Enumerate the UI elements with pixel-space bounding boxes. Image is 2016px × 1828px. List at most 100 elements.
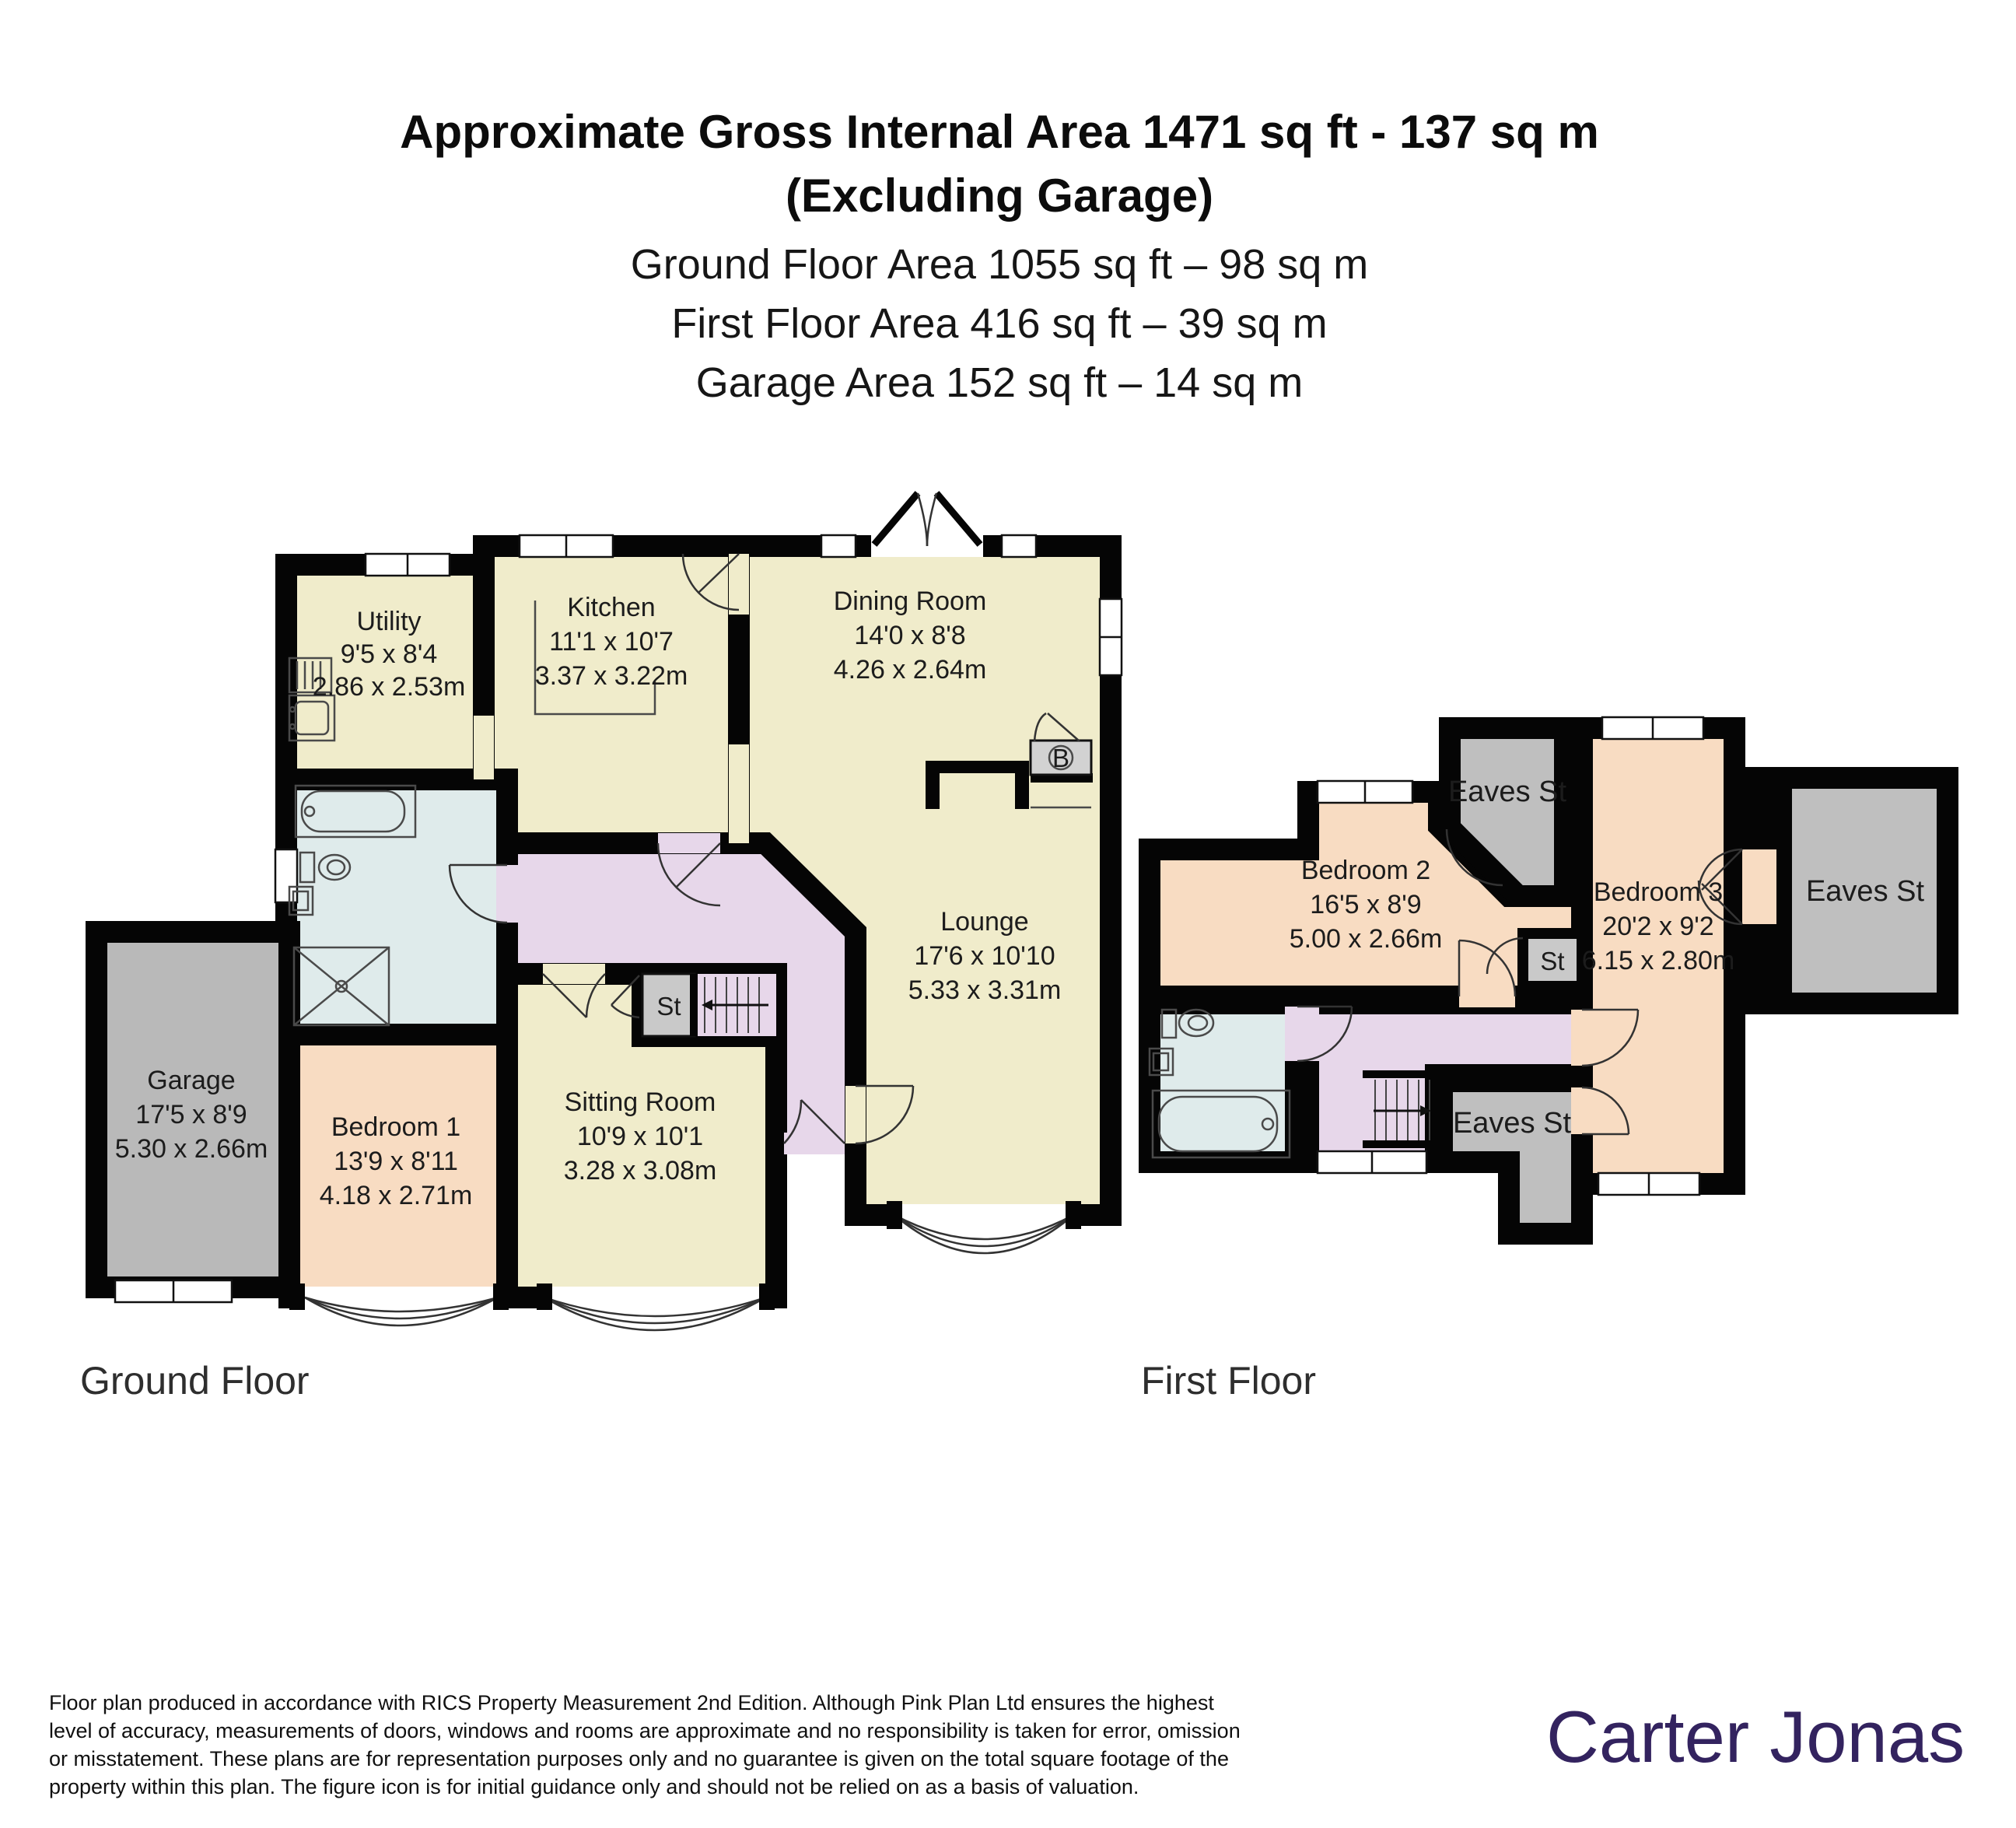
disclaimer-line-4: property within this plan. The figure ic… [49, 1775, 1139, 1798]
opening-kitchen-dining [729, 554, 749, 615]
title-garage-area: Garage Area 152 sq ft – 14 sq m [696, 359, 1303, 406]
svg-text:17'6 x 10'10: 17'6 x 10'10 [914, 941, 1055, 971]
boiler-door-arc-icon [1033, 712, 1047, 742]
disclaimer-line-3: or misstatement. These plans are for rep… [49, 1747, 1229, 1770]
labels-ff: Bedroom 2 16'5 x 8'9 5.00 x 2.66m Bedroo… [1290, 776, 1925, 1140]
opening-kitchen-open [729, 744, 749, 843]
svg-text:6.15 x 2.80m: 6.15 x 2.80m [1582, 946, 1735, 975]
boiler-label: B [1052, 744, 1069, 772]
boiler-door-leaf [1047, 713, 1080, 742]
opening-kitchen-hall [658, 833, 720, 853]
room-store-gf [641, 972, 696, 1038]
eaves-right-wall-lower [1742, 924, 1776, 1014]
utility-fixtures [288, 657, 336, 742]
ground-floor-caption: Ground Floor [80, 1359, 310, 1403]
first-floor-caption: First Floor [1141, 1359, 1316, 1403]
bath-tap-icon [303, 805, 316, 818]
svg-text:5.33 x 3.31m: 5.33 x 3.31m [908, 975, 1062, 1005]
sink-ff-icon [1148, 1047, 1174, 1077]
label-eaves-top: Eaves St [1448, 776, 1567, 808]
svg-text:5.00 x 2.66m: 5.00 x 2.66m [1290, 924, 1443, 954]
opening-bedroom2 [1459, 986, 1515, 1007]
eaves-right-wall-upper [1742, 767, 1776, 849]
opening-eaves-bottom [1571, 1087, 1593, 1134]
stairs-store-divider [690, 974, 698, 1036]
opening-bathroom-ff [1285, 1007, 1319, 1061]
room-eaves-top [1439, 717, 1576, 907]
windows-gf [114, 534, 1123, 1304]
svg-text:14'0 x 8'8: 14'0 x 8'8 [854, 621, 965, 650]
svg-text:5.30 x 2.66m: 5.30 x 2.66m [115, 1134, 268, 1164]
bathroom-gf-fixtures [288, 784, 417, 1027]
stairs-gf [702, 977, 768, 1033]
svg-text:9'5 x 8'4: 9'5 x 8'4 [341, 639, 438, 669]
bath-icon [294, 784, 417, 839]
ground-floor-plan: B [86, 491, 1123, 1332]
disclaimer-line-1: Floor plan produced in accordance with R… [49, 1691, 1214, 1714]
bath-ff-tub-icon [1157, 1095, 1279, 1153]
toilet-ff-icon [1178, 1008, 1215, 1038]
svg-text:4.18 x 2.71m: 4.18 x 2.71m [320, 1181, 473, 1210]
shower-icon [292, 946, 390, 1027]
label-store-gf: St [656, 992, 681, 1021]
label-garage: Garage [147, 1066, 235, 1095]
label-eaves-right: Eaves St [1806, 875, 1925, 908]
chimney-stub-left [926, 761, 940, 809]
chimney-stub-right [1015, 761, 1029, 809]
bay-windows-gf [289, 1201, 1081, 1332]
chimney-wall [926, 761, 1023, 773]
label-store-ff: St [1540, 947, 1564, 975]
svg-text:4.26 x 2.64m: 4.26 x 2.64m [834, 655, 987, 685]
bath-ff-tap-icon [1261, 1117, 1275, 1131]
title-gross-area: Approximate Gross Internal Area 1471 sq … [400, 106, 1599, 158]
label-kitchen: Kitchen [567, 593, 655, 622]
windows-ff [1316, 716, 1705, 1196]
opening-utility-kitchen [474, 716, 494, 779]
opening-lounge [845, 1086, 866, 1143]
label-eaves-bottom: Eaves St [1453, 1107, 1572, 1140]
footer: Floor plan produced in accordance with R… [49, 1691, 1965, 1798]
svg-text:13'9 x 8'11: 13'9 x 8'11 [334, 1147, 458, 1176]
utility-sink-icon [288, 694, 336, 742]
title-first-area: First Floor Area 416 sq ft – 39 sq m [671, 300, 1327, 347]
bath-tub-icon [300, 790, 406, 833]
toilet-tank-ff-icon [1160, 1008, 1178, 1039]
label-dining: Dining Room [834, 587, 987, 616]
kitchen-counter-line [534, 601, 656, 716]
label-utility: Utility [356, 607, 421, 636]
carter-jonas-logo: Carter Jonas [1546, 1696, 1965, 1777]
disclaimer-line-2: level of accuracy, measurements of doors… [49, 1719, 1241, 1742]
door-arcs-ff [1297, 828, 1743, 1136]
toilet-tank-icon [299, 851, 316, 884]
french-doors [871, 491, 983, 557]
svg-text:16'5 x 8'9: 16'5 x 8'9 [1310, 890, 1421, 919]
room-bedroom3 [1571, 717, 1745, 1195]
bath-ff-icon [1151, 1089, 1291, 1159]
label-bedroom1: Bedroom 1 [331, 1112, 460, 1142]
labels-gf: Utility 9'5 x 8'4 2.86 x 2.53m Kitchen 1… [115, 587, 1062, 1210]
svg-text:20'2 x 9'2: 20'2 x 9'2 [1602, 912, 1713, 941]
label-sitting: Sitting Room [565, 1087, 716, 1117]
room-eaves-bottom [1431, 1070, 1593, 1245]
opening-front-door [784, 1133, 845, 1154]
label-lounge: Lounge [940, 907, 1028, 937]
title-ground-area: Ground Floor Area 1055 sq ft – 98 sq m [631, 241, 1369, 288]
sink-icon [288, 885, 314, 916]
opening-eaves-right [1742, 849, 1776, 924]
title-excluding: (Excluding Garage) [786, 170, 1213, 222]
svg-text:3.28 x 3.08m: 3.28 x 3.08m [564, 1156, 717, 1185]
stairs-ff [1363, 1070, 1436, 1148]
door-arcs-gf [448, 553, 915, 1145]
opening-sitting [543, 964, 605, 984]
svg-text:3.37 x 3.22m: 3.37 x 3.22m [535, 661, 688, 691]
first-floor-plan: Bedroom 2 16'5 x 8'9 5.00 x 2.66m Bedroo… [1139, 716, 1958, 1245]
svg-text:10'9 x 10'1: 10'9 x 10'1 [577, 1122, 703, 1151]
svg-text:2.86 x 2.53m: 2.86 x 2.53m [313, 672, 466, 702]
opening-bathroom-gf [496, 865, 518, 923]
room-store-ff [1517, 928, 1587, 992]
svg-text:11'1 x 10'7: 11'1 x 10'7 [549, 627, 674, 657]
toilet-icon [317, 853, 352, 881]
bathroom-ff-fixtures [1148, 1008, 1291, 1159]
